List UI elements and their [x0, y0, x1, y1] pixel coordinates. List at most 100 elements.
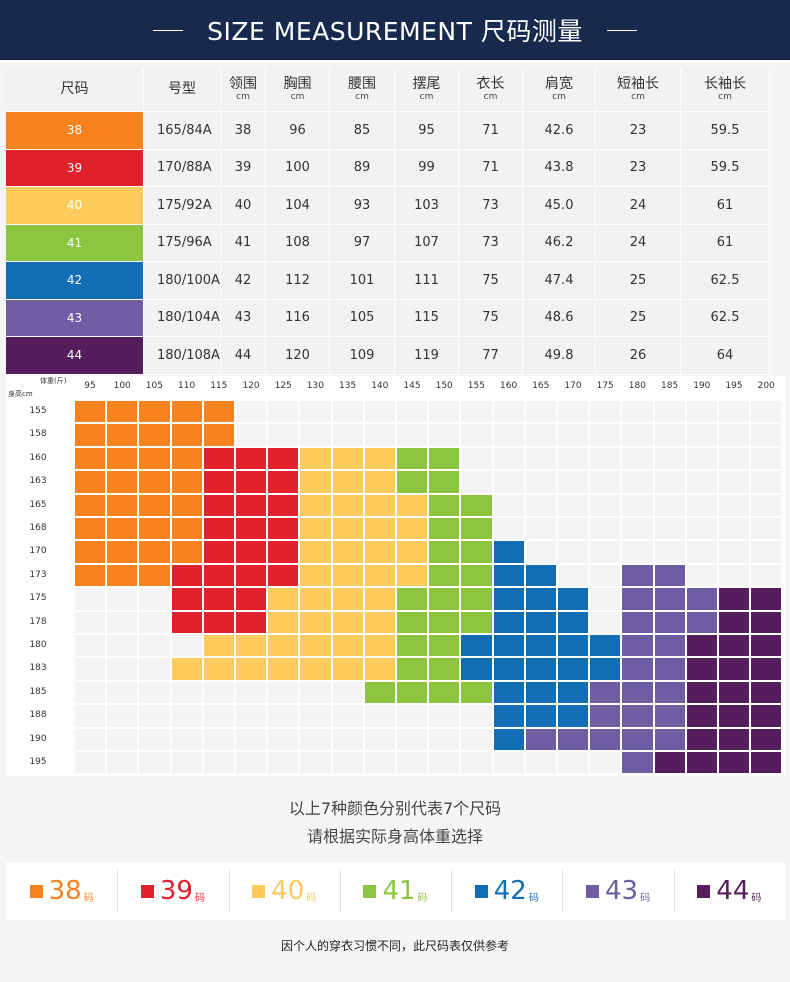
size-cell-44: [751, 635, 782, 657]
legend-divider: [562, 870, 564, 912]
empty-cell: [590, 564, 621, 587]
empty-cell: [139, 658, 170, 680]
empty-cell: [461, 424, 492, 446]
column-header-unit: cm: [718, 92, 732, 102]
header-left-rule: [153, 29, 184, 31]
empty-cell: [107, 752, 138, 774]
size-cell-38: [75, 401, 106, 423]
size-cell-42: [461, 635, 492, 657]
size-cell-42: [525, 635, 556, 657]
empty-cell: [397, 424, 428, 446]
table-row: 44 180/108A 44 120 109 119 77 49.8 26 64: [6, 337, 770, 375]
size-cell-44: [751, 705, 782, 727]
table-cell-model: 175/96A: [144, 224, 221, 262]
empty-cell: [461, 728, 492, 750]
table-cell-size: 40: [6, 187, 144, 225]
empty-cell: [654, 518, 685, 540]
empty-cell: [236, 401, 267, 423]
size-cell-39: [236, 447, 267, 470]
size-cell-38: [75, 564, 106, 587]
size-cell-41: [461, 518, 492, 540]
empty-cell: [268, 705, 299, 727]
size-cell-40: [268, 658, 299, 680]
empty-cell: [236, 705, 267, 727]
table-cell-model: 175/92A: [144, 187, 221, 225]
table-row: 42 180/100A 42 112 101 111 75 47.4 25 62.5: [6, 262, 770, 300]
table-cell-long-sleeve: 61: [681, 187, 770, 225]
empty-cell: [525, 424, 556, 446]
empty-cell: [558, 471, 589, 493]
size-cell-42: [590, 658, 621, 680]
legend-swatch: [252, 884, 266, 898]
weight-tick-label: 100: [113, 381, 131, 391]
empty-cell: [429, 401, 460, 423]
size-cell-40: [364, 447, 395, 470]
empty-cell: [171, 681, 202, 704]
legend-item-42: 42 码: [451, 862, 562, 920]
empty-cell: [397, 401, 428, 423]
height-tick-label: 168: [29, 523, 47, 533]
size-cell-38: [171, 518, 202, 540]
table-cell-model: 180/108A: [144, 337, 221, 375]
legend-divider: [117, 870, 119, 912]
empty-cell: [139, 611, 170, 633]
legend-size-number: 39: [159, 876, 193, 906]
size-cell-39: [268, 541, 299, 563]
legend-item-44: 44 码: [674, 862, 785, 920]
size-cell-40: [171, 658, 202, 680]
empty-cell: [719, 518, 750, 540]
size-cell-39: [268, 564, 299, 587]
empty-cell: [429, 705, 460, 727]
size-cell-40: [300, 494, 331, 516]
empty-cell: [622, 541, 653, 563]
height-tick-label: 173: [29, 569, 47, 580]
size-cell-39: [203, 611, 234, 633]
empty-cell: [525, 541, 556, 563]
size-cell-38: [139, 518, 170, 540]
size-cell-38: [139, 541, 170, 563]
size-cell-42: [525, 564, 556, 587]
size-cell-41: [429, 447, 460, 470]
column-header: 衣长 cm: [459, 68, 523, 112]
size-cell-43: [622, 588, 653, 610]
legend-size-unit: 码: [528, 892, 539, 904]
empty-cell: [268, 401, 299, 423]
table-cell-length: 73: [459, 224, 523, 262]
size-cell-42: [525, 658, 556, 680]
table-cell-waist: 89: [330, 149, 395, 187]
size-cell-40: [364, 494, 395, 516]
empty-cell: [719, 401, 750, 423]
size-cell-44: [719, 681, 750, 704]
size-cell-44: [719, 705, 750, 727]
size-cell-39: [236, 471, 267, 493]
table-cell-hem: 115: [395, 299, 459, 337]
size-cell-43: [590, 681, 621, 704]
empty-cell: [525, 518, 556, 540]
size-cell-42: [493, 658, 524, 680]
size-cell-40: [364, 471, 395, 493]
size-cell-39: [268, 518, 299, 540]
size-color-legend: 38 码 39 码 40 码 41 码 42 码 43 码 44 码: [6, 862, 785, 920]
size-cell-44: [719, 635, 750, 657]
size-cell-38: [107, 541, 138, 563]
empty-cell: [139, 681, 170, 704]
empty-cell: [236, 424, 267, 446]
empty-cell: [525, 471, 556, 493]
size-cell-39: [236, 611, 267, 633]
empty-cell: [332, 728, 363, 750]
empty-cell: [525, 752, 556, 774]
table-cell-collar: 38: [221, 112, 266, 150]
size-cell-44: [686, 635, 717, 657]
size-cell-40: [300, 447, 331, 470]
column-header-label: 领围: [229, 76, 257, 92]
table-cell-hem: 119: [395, 337, 459, 375]
empty-cell: [719, 424, 750, 446]
table-cell-hem: 95: [395, 112, 459, 150]
table-cell-long-sleeve: 62.5: [681, 262, 770, 300]
table-cell-length: 75: [459, 262, 523, 300]
size-cell-38: [75, 518, 106, 540]
size-cell-42: [525, 705, 556, 727]
empty-cell: [300, 681, 331, 704]
column-header-label: 短袖长: [617, 76, 659, 92]
size-cell-40: [364, 588, 395, 610]
